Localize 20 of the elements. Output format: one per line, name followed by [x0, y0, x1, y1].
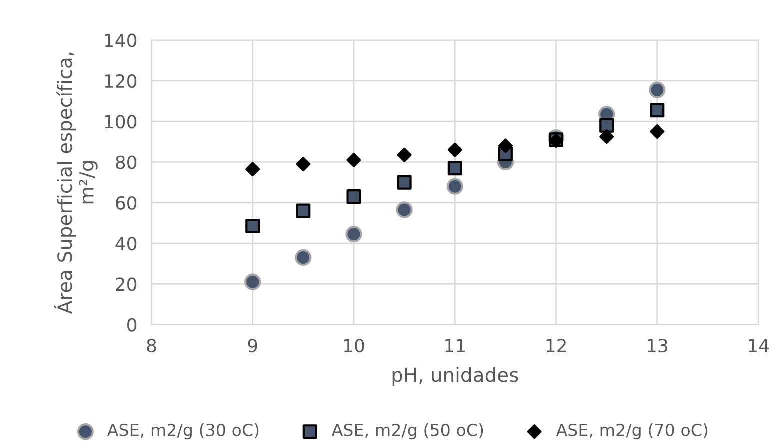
- x-tick-label: 14: [749, 339, 770, 352]
- y-tick-label: 80: [116, 156, 137, 170]
- x-tick-label: 13: [648, 339, 668, 353]
- x-tick-label: 11: [446, 339, 465, 352]
- legend-label: ASE, m2/g (50 oC): [332, 424, 484, 440]
- x-tick-label: 8: [147, 339, 156, 353]
- x-tick-label: 12: [546, 339, 566, 352]
- y-tick-label: 0: [128, 318, 137, 332]
- x-axis-title: pH, unidades: [392, 367, 518, 386]
- y-tick-label: 140: [105, 34, 137, 48]
- y-tick-label: 100: [105, 115, 137, 129]
- y-tick-label: 20: [116, 278, 137, 292]
- y-tick-label: 120: [105, 74, 137, 88]
- y-axis-title: Área Superficial específica, m²/g: [54, 52, 98, 314]
- legend-label: ASE, m2/g (70 oC): [556, 424, 708, 440]
- y-tick-label: 40: [116, 236, 137, 251]
- y-tick-label: 60: [116, 196, 137, 210]
- legend-label: ASE, m2/g (30 oC): [107, 424, 259, 440]
- x-tick-label: 10: [344, 339, 364, 353]
- x-tick-label: 9: [248, 339, 258, 353]
